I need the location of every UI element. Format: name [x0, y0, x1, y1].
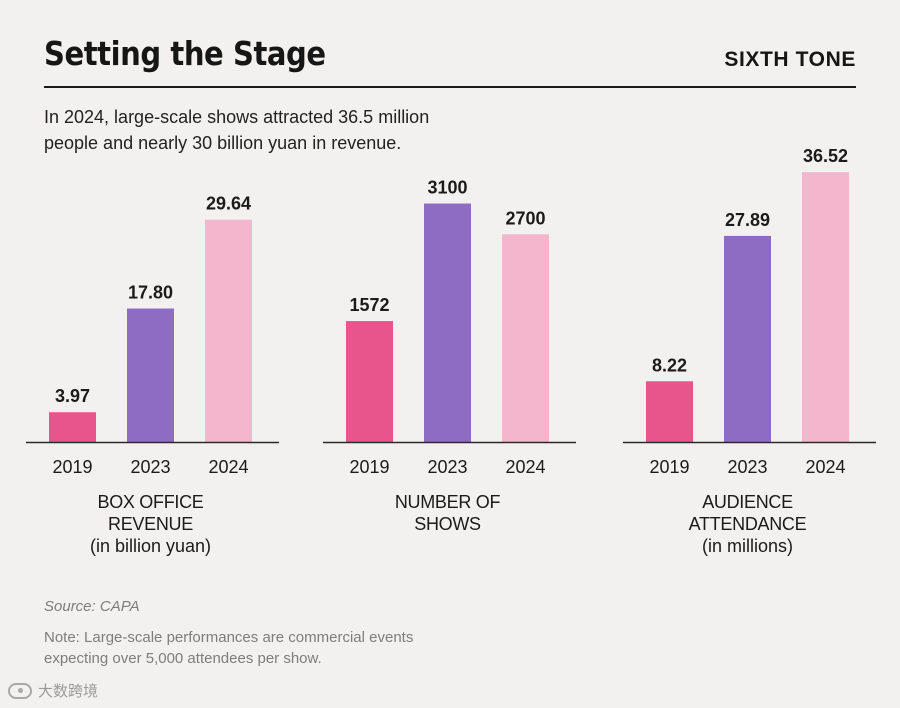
- chart-panel-3: 8.22 2019 27.89 2023 36.52 2024 AUDIENCEATTEND…: [623, 146, 876, 556]
- tick-label: 2023: [427, 457, 467, 477]
- bar-2023: [724, 235, 771, 442]
- value-label: 3.97: [55, 386, 90, 406]
- watermark: 大数跨境: [8, 680, 98, 701]
- bar-2019: [646, 381, 693, 442]
- tick-label: 2024: [805, 457, 845, 477]
- tick-label: 2019: [52, 457, 92, 477]
- chart-category-label: NUMBER OF: [395, 492, 501, 512]
- header-divider: [44, 86, 856, 88]
- value-label: 8.22: [652, 355, 687, 375]
- tick-label: 2023: [727, 457, 767, 477]
- brand-logo-text: SIXTH TONE: [724, 48, 856, 71]
- watermark-text: 大数跨境: [38, 683, 99, 700]
- value-label: 3100: [427, 178, 467, 198]
- chart-title: Setting the Stage: [44, 34, 326, 73]
- value-label: 29.64: [206, 194, 251, 214]
- chart-category-label: BOX OFFICE: [97, 492, 203, 512]
- tick-label: 2019: [649, 457, 689, 477]
- chart-category-label: AUDIENCE: [702, 492, 793, 512]
- tick-label: 2024: [505, 457, 545, 477]
- source-note: Source: CAPA: [44, 598, 140, 615]
- footnote: Note: Large-scale performances are comme…: [44, 629, 414, 667]
- value-label: 27.89: [725, 210, 770, 230]
- chart-subtitle: In 2024, large-scale shows attracted 36.…: [44, 107, 430, 153]
- value-label: 36.52: [803, 146, 848, 166]
- value-label: 1572: [349, 295, 389, 315]
- chart-category-label: REVENUE: [108, 514, 193, 534]
- value-label: 2700: [505, 208, 545, 228]
- bar-2019: [346, 321, 393, 442]
- bar-2024: [502, 234, 549, 442]
- chart-category-label: (in billion yuan): [90, 536, 211, 556]
- chart-category-label: ATTENDANCE: [689, 514, 807, 534]
- tick-label: 2023: [130, 457, 170, 477]
- watermark-icon: [8, 682, 32, 699]
- tick-label: 2024: [208, 457, 248, 477]
- bar-2019: [49, 412, 96, 442]
- bar-2024: [205, 219, 252, 442]
- bar-2023: [424, 203, 471, 442]
- bar-2024: [802, 172, 849, 443]
- chart-category-label: SHOWS: [414, 514, 481, 534]
- tick-label: 2019: [349, 457, 389, 477]
- value-label: 17.80: [128, 283, 173, 303]
- bar-2023: [127, 308, 174, 442]
- chart-category-label: (in millions): [702, 536, 793, 556]
